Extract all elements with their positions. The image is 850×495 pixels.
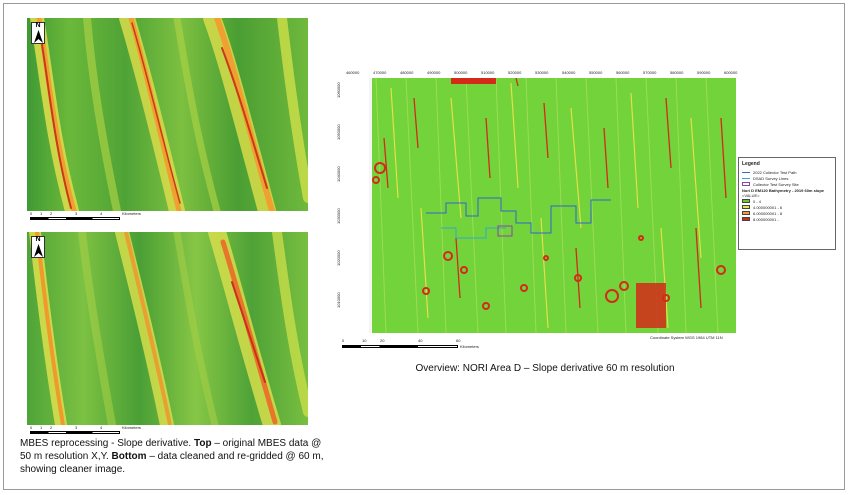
overview-left-ticks: 1060000 1050000 1040000 1030000 1020000 … [336,82,341,308]
legend-item: 2022 Collector Test Path [742,169,832,175]
legend-class: 8.000000001 - [742,216,832,222]
legend-item: Collector Test Survey Site [742,181,832,187]
overview-raster [366,78,736,333]
legend-subtitle: Nori D EM120 Bathymetry - 2019 60m slope [742,188,825,193]
top-slope-map: N [27,18,308,211]
overview-scale-bar: 0 10 20 40 60 Kilometers [342,338,479,349]
legend-class: 6.000000001 - 8 [742,210,832,216]
legend-item: DSAD Survey Lines [742,175,832,181]
top-scale-bar: 0 1 2 3 4 Kilometers [30,211,180,223]
coordinate-system: Coordinate System WGS 1984 UTM 11N [650,335,723,340]
bottom-scale-bar: 0 1 2 3 4 Kilometers [30,425,180,437]
north-arrow: N [31,236,45,258]
map-legend: Legend 2022 Collector Test Path DSAD Sur… [738,157,836,250]
north-arrow-icon [34,30,43,43]
legend-class: 0 - 4 [742,198,832,204]
overview-top-ticks: 460000 470000 480000 490000 500000 51000… [346,70,738,75]
overview-map: 460000 470000 480000 490000 500000 51000… [336,70,738,340]
legend-value-heading: <VALUE> [742,193,760,198]
north-arrow-icon [34,244,43,257]
left-caption: MBES reprocessing - Slope derivative. To… [20,438,324,475]
legend-class: 4.000000001 - 6 [742,204,832,210]
overview-caption: Overview: NORI Area D – Slope derivative… [415,363,675,374]
north-arrow: N [31,22,45,44]
bottom-slope-map: N [27,232,308,425]
